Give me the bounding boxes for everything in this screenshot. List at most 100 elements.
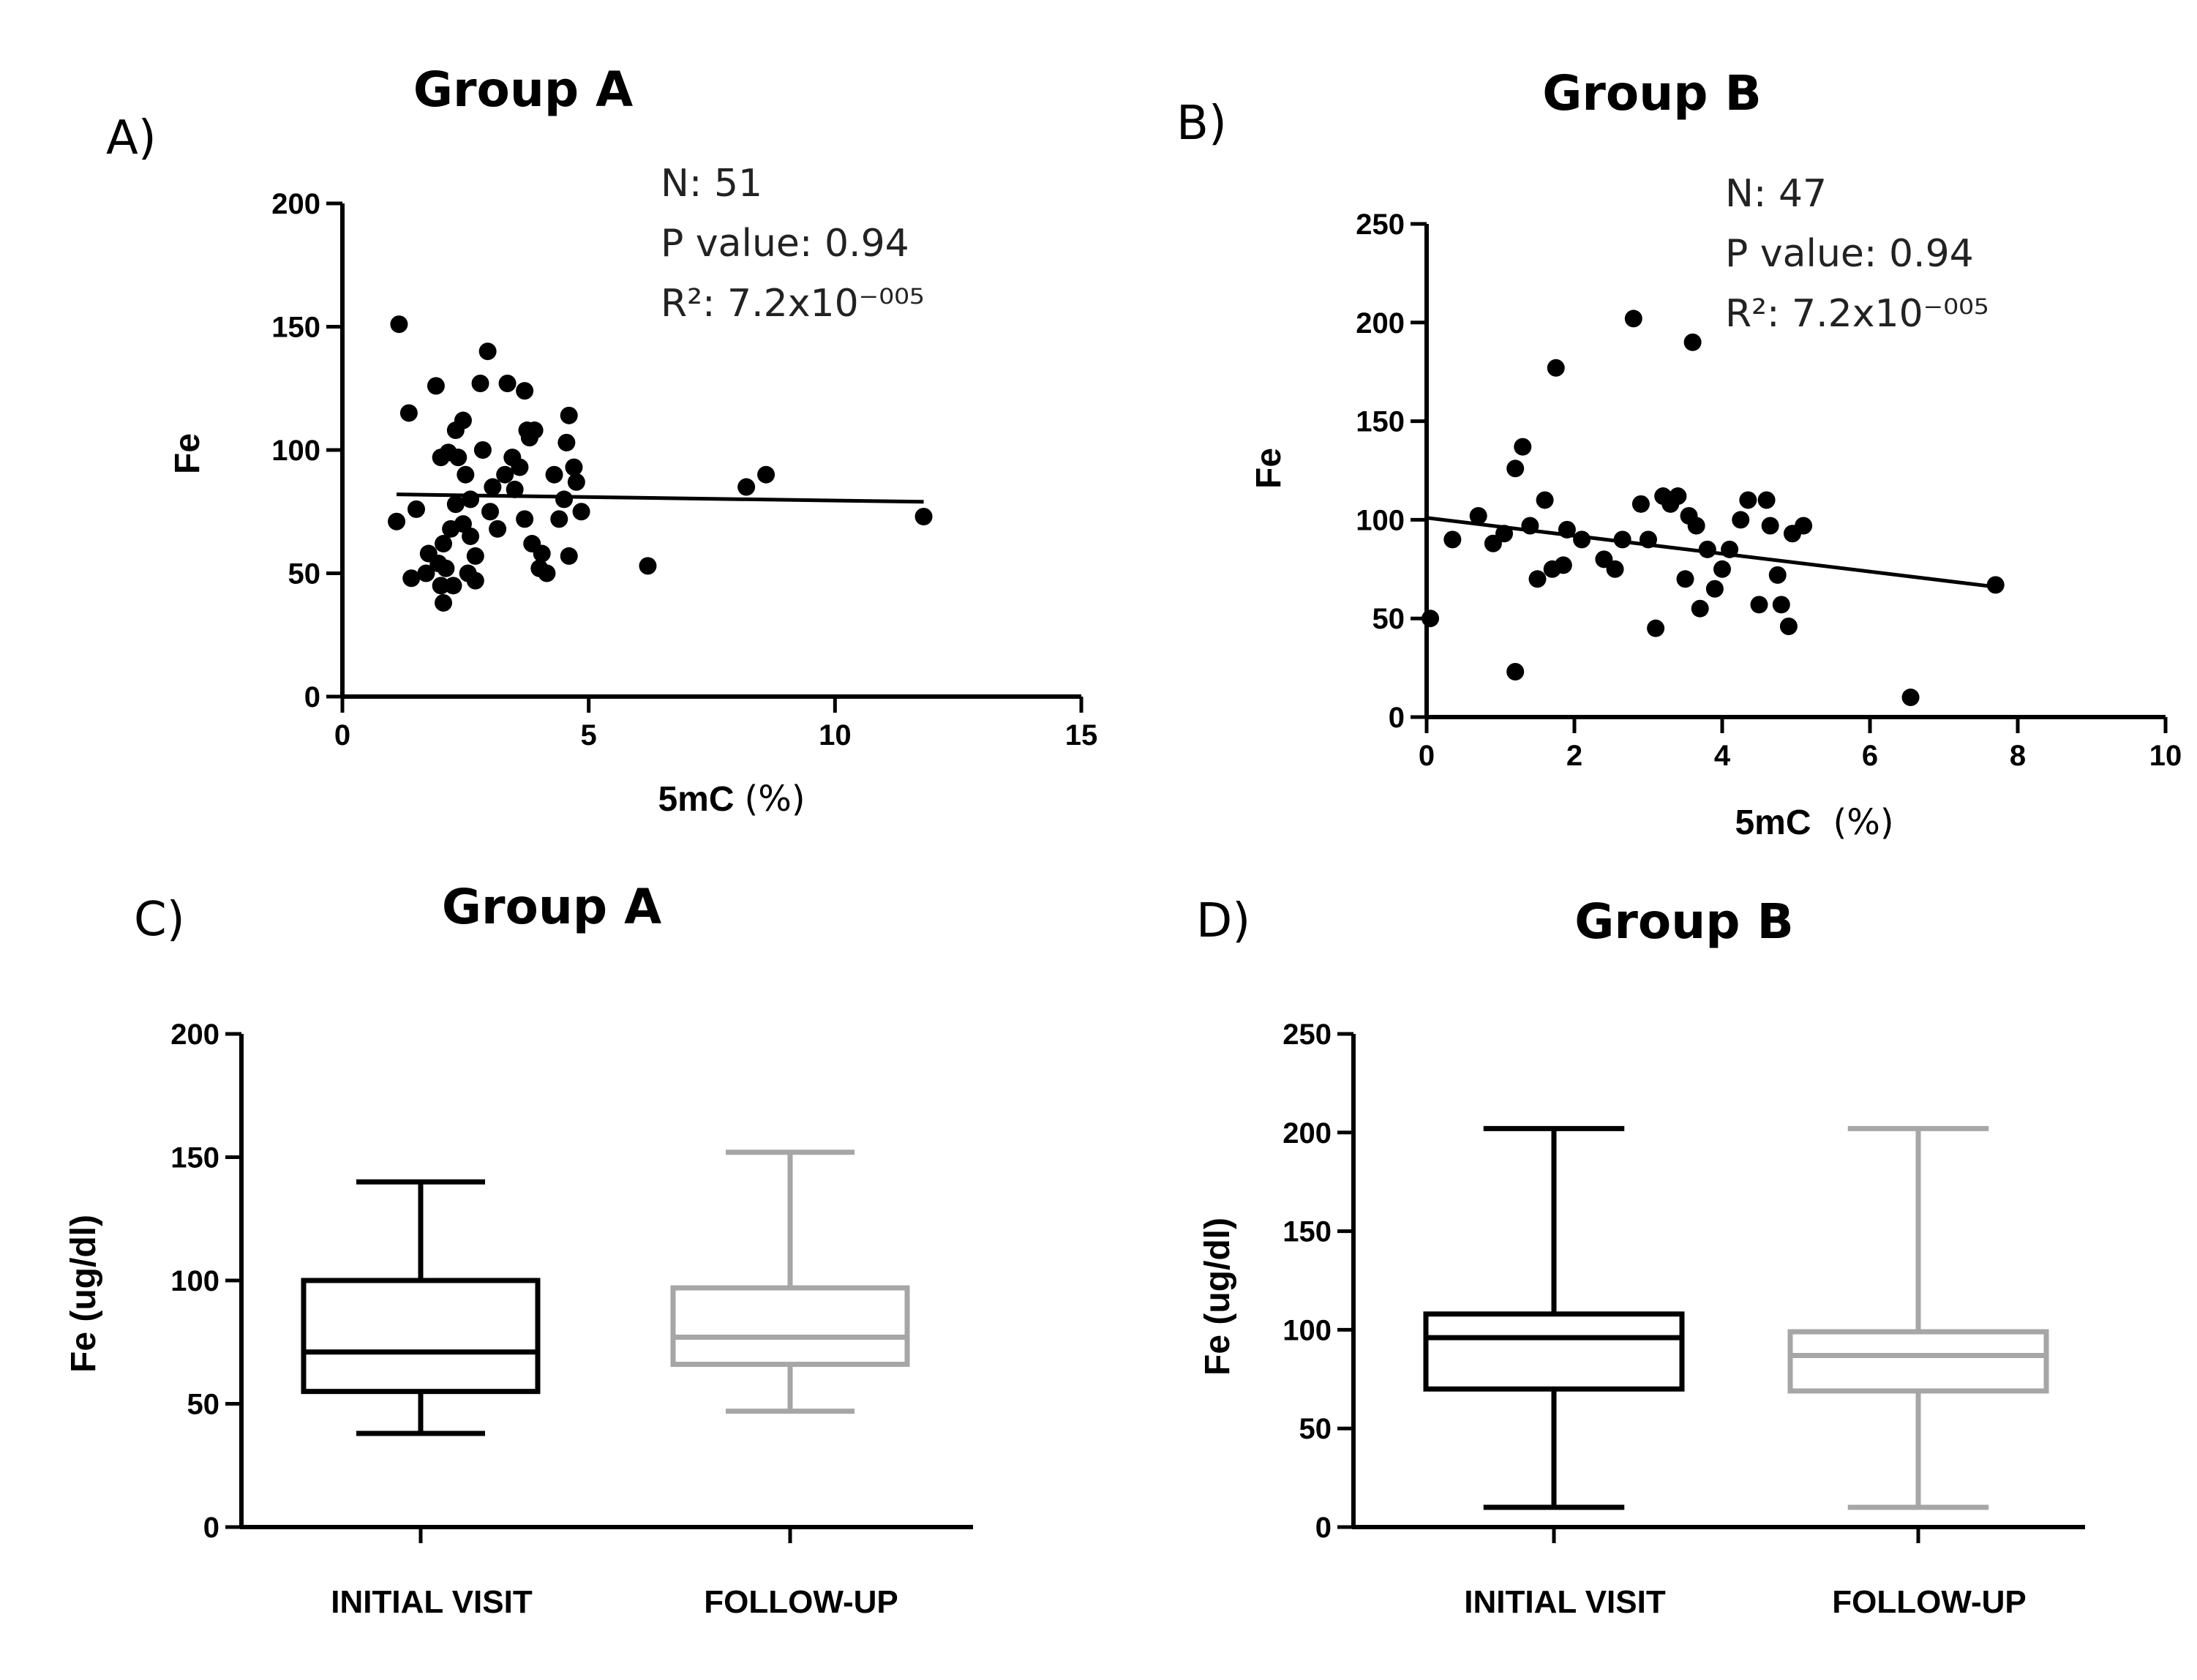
panel-a-data-point (511, 458, 529, 476)
panel-a-data-point (435, 593, 453, 612)
panel-b-data-point (1647, 619, 1665, 637)
panel-a-data-point (399, 404, 418, 422)
panel-c-letter: C) (134, 893, 185, 947)
panel-c-box (670, 1285, 910, 1368)
panel-a-data-point (550, 510, 568, 528)
panel-d-ylabel: Fe (ug/dl) (1198, 1218, 1237, 1376)
panel-a-data-point (437, 559, 455, 577)
panel-b-data-point (1443, 530, 1462, 549)
panel-b-data-point (1687, 517, 1705, 535)
panel-b-data-point (1495, 525, 1514, 543)
panel-c-ytick-label: 100 (170, 1265, 219, 1297)
panel-b-data-point (1705, 580, 1724, 598)
panel-b-data-point (1606, 560, 1624, 578)
panel-c-ytick-label: 150 (170, 1142, 219, 1174)
panel-a-data-point (435, 535, 453, 553)
panel-a-data-point (471, 375, 489, 393)
panel-a-xtick-label: 0 (334, 719, 350, 751)
panel-d-letter: D) (1196, 894, 1250, 948)
panel-c-category-label: FOLLOW-UP (704, 1584, 898, 1620)
panel-b-ylabel: Fe (1250, 448, 1288, 489)
panel-d-plot: 0 50 100 150 200 250 INITIAL VISIT FOLLOW-UP (1282, 1019, 2085, 1620)
panel-b-data-point (1761, 517, 1779, 535)
panel-b-ytick-label: 50 (1372, 603, 1405, 635)
panel-a: A) Group A N: 51 P value: 0.94 R²: 7.2x1… (106, 61, 1097, 820)
panel-a-data-point (572, 503, 590, 521)
panel-a-xlabel: 5mC (%) (658, 779, 805, 820)
panel-a-data-point (457, 465, 475, 484)
panel-a-data-point (454, 411, 472, 430)
panel-a-ytick-label: 150 (271, 312, 320, 344)
panel-a-data-point (525, 421, 544, 440)
panel-b-data-point (1795, 517, 1813, 535)
panel-a-data-point (737, 478, 756, 496)
panel-c-ytick-label: 0 (203, 1512, 219, 1544)
panel-b-title: Group B (1542, 65, 1762, 121)
panel-b-data-point (1554, 556, 1572, 574)
panel-b-ytick-label: 250 (1356, 209, 1405, 241)
panel-a-letter: A) (106, 111, 157, 165)
panel-b-data-point (1640, 530, 1657, 549)
panel-c-plot: 0 50 100 150 200 INITIAL VISIT FOLLOW-UP (170, 1019, 973, 1620)
panel-b-xtick-label: 8 (2010, 740, 2026, 772)
panel-a-xlabel-unit: (%) (744, 779, 805, 820)
panel-a-data-point (498, 375, 517, 393)
panel-a-data-point (432, 577, 450, 595)
panel-a-data-point (557, 433, 576, 451)
panel-a-stat-p: P value: 0.94 (661, 222, 909, 266)
panel-b-ytick-label: 0 (1389, 702, 1405, 734)
panel-d-ytick-label: 250 (1282, 1019, 1332, 1051)
panel-b-data-point (1506, 460, 1525, 478)
panel-d: D) Group B 0 50 100 150 200 250 INITIAL VISIT F… (1196, 893, 2085, 1620)
panel-b-xtick-label: 10 (2149, 740, 2182, 772)
panel-a-data-point (466, 571, 484, 590)
panel-b-data-point (1768, 566, 1787, 584)
panel-a-regression-line (397, 492, 924, 504)
panel-a-data-point (402, 569, 421, 588)
panel-c-ylabel: Fe (ug/dl) (64, 1215, 103, 1373)
panel-a-data-point (567, 473, 585, 491)
panel-b-data-point (1732, 511, 1750, 529)
panel-b-xlabel: 5mC (%) (1735, 802, 1893, 843)
panel-a-data-point (545, 465, 563, 484)
panel-a-data-point (390, 315, 408, 334)
panel-b-data-point (1721, 540, 1739, 558)
panel-d-category-label: INITIAL VISIT (1464, 1584, 1666, 1620)
panel-d-ytick-label: 200 (1282, 1117, 1332, 1150)
panel-b-data-point (1469, 507, 1487, 525)
panel-b-data-point (1691, 599, 1709, 618)
panel-a-xtick-label: 15 (1065, 719, 1098, 751)
panel-a-ytick-label: 50 (288, 558, 321, 590)
panel-a-data-point (538, 564, 556, 582)
panel-a-data-point (462, 490, 480, 509)
panel-a-data-point (516, 382, 534, 400)
panel-a-data-point (417, 564, 435, 582)
panel-a-data-point (560, 406, 578, 424)
panel-a-data-point (427, 377, 445, 395)
panel-d-title: Group B (1574, 893, 1794, 950)
panel-b-data-point (1739, 491, 1757, 509)
panel-c-category-label: INITIAL VISIT (331, 1584, 533, 1620)
panel-d-box (1787, 1329, 2049, 1394)
panel-a-data-point (478, 342, 497, 361)
panel-d-box (1423, 1311, 1685, 1392)
panel-b-stat-n: N: 47 (1725, 172, 1827, 216)
panel-b-stat-r2: R²: 7.2x10⁻⁰⁰⁵ (1725, 292, 1989, 336)
panel-a-data-point (444, 577, 462, 595)
panel-a-data-point (449, 449, 467, 467)
panel-b-data-point (1528, 570, 1547, 588)
panel-b-plot: 0 50 100 150 200 250 0 2 4 6 8 10 (1356, 209, 2182, 772)
panel-a-ylabel: Fe (168, 433, 207, 474)
panel-a-data-point (481, 503, 499, 521)
panel-a-ytick-label: 100 (271, 435, 320, 467)
panel-a-data-point (408, 500, 425, 518)
panel-b-ytick-label: 150 (1356, 406, 1405, 438)
panel-c-ytick-label: 50 (187, 1389, 220, 1421)
panel-b-ytick-label: 200 (1356, 307, 1405, 340)
panel-a-stat-n: N: 51 (661, 162, 762, 206)
panel-a-title: Group A (413, 61, 633, 118)
panel-a-xlabel-main: 5mC (658, 780, 734, 819)
panel-a-data-point (560, 547, 578, 565)
panel-a-data-point (388, 512, 406, 530)
